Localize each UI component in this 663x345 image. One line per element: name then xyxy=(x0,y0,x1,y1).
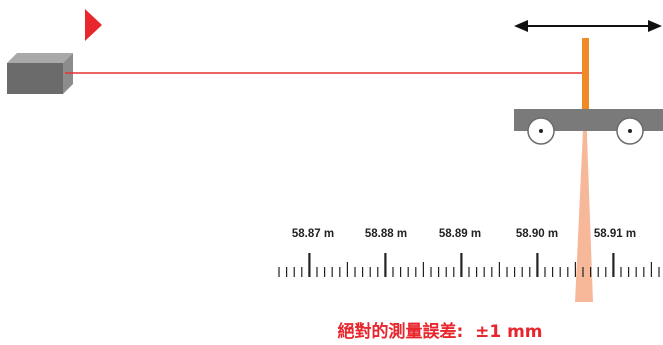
scale-labels: 58.87 m 58.88 m 58.89 m 58.90 m 58.91 m xyxy=(292,228,636,240)
target-reflector xyxy=(582,38,589,109)
measurement-error-caption: 絕對的測量誤差: ±1 mm xyxy=(337,321,542,342)
cart-wheel-right xyxy=(616,117,644,145)
double-arrow-icon xyxy=(514,20,662,32)
scale-label: 58.88 m xyxy=(365,228,407,240)
scale-ticks xyxy=(278,253,660,277)
laser-device-icon xyxy=(7,53,73,94)
scale-label: 58.91 m xyxy=(594,228,636,240)
scale-label: 58.89 m xyxy=(439,228,481,240)
cart-wheel-left xyxy=(527,117,555,145)
scale-label: 58.90 m xyxy=(516,228,558,240)
beam-cone xyxy=(575,108,593,302)
play-triangle-icon xyxy=(85,9,102,41)
scale-label: 58.87 m xyxy=(292,228,334,240)
cart-icon xyxy=(514,109,663,145)
